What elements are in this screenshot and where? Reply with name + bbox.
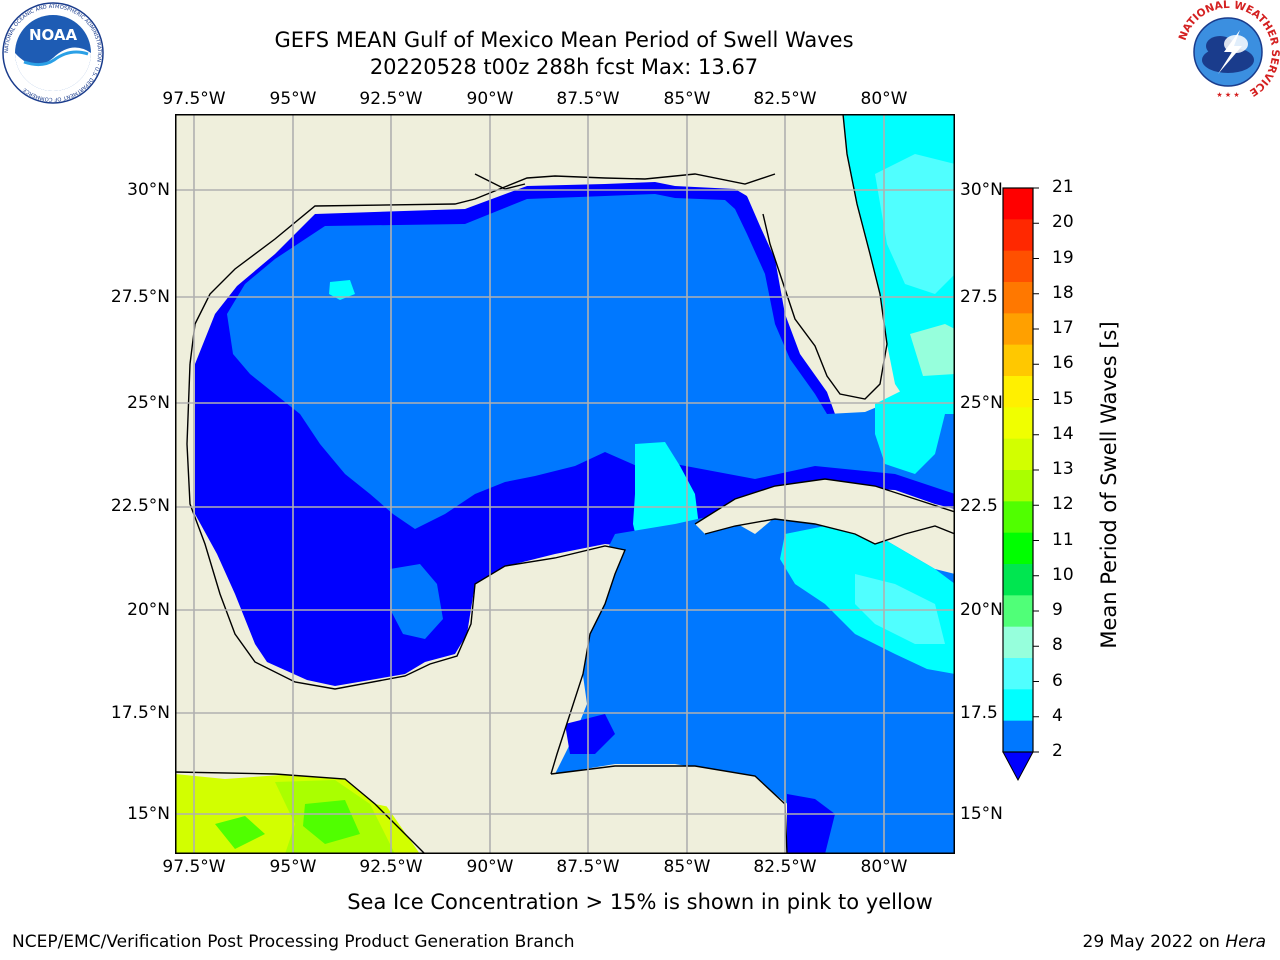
colorbar-tick-label: 18 (1052, 282, 1074, 303)
gulf-water-interior (227, 194, 955, 529)
lon-tick-top: 90°W (466, 89, 514, 109)
colorbar-segment (1003, 532, 1033, 565)
colorbar-tick-label: 21 (1052, 177, 1074, 197)
lon-tick-top: 87.5°W (556, 89, 620, 109)
colorbar-segment (1003, 564, 1033, 596)
colorbar-label: Mean Period of Swell Waves [s] (1097, 321, 1121, 649)
lon-tick-bottom: 90°W (466, 857, 514, 877)
lat-tick-right: 15°N (960, 804, 1003, 824)
colorbar-segment (1003, 470, 1033, 502)
lat-tick-left: 27.5°N (110, 287, 170, 307)
colorbar-segment (1003, 595, 1033, 628)
colorbar-segment (1003, 501, 1033, 534)
colorbar-tick-label: 8 (1052, 635, 1063, 656)
lat-tick-right: 27.5 (960, 287, 998, 307)
sea-ice-note: Sea Ice Concentration > 15% is shown in … (347, 890, 933, 914)
colorbar-tick-label: 11 (1052, 529, 1074, 550)
lon-tick-top: 97.5°W (162, 89, 226, 109)
colorbar-segment (1003, 219, 1033, 252)
footer-date-text: 29 May 2022 on (1082, 932, 1226, 952)
nws-logo: NATIONAL WEATHER SERVICE ★ ★ ★ (1177, 0, 1280, 102)
colorbar-tick-label: 20 (1052, 212, 1074, 233)
lon-tick-bottom: 80°W (860, 857, 908, 877)
map-title: GEFS MEAN Gulf of Mexico Mean Period of … (274, 28, 854, 52)
colorbar (1002, 187, 1039, 782)
colorbar-extend-arrow (1002, 751, 1034, 782)
colorbar-tick-label: 14 (1052, 423, 1074, 444)
footer-host: Hera (1225, 932, 1266, 952)
colorbar-segment (1003, 626, 1033, 659)
colorbar-segment (1003, 376, 1033, 408)
svg-text:★ ★ ★: ★ ★ ★ (1216, 91, 1239, 99)
colorbar-segment (1003, 188, 1033, 220)
lon-tick-top: 80°W (860, 89, 908, 109)
noaa-logo-text: NOAA (29, 26, 78, 44)
lon-tick-top: 82.5°W (753, 89, 817, 109)
colorbar-segment (1003, 344, 1033, 377)
colorbar-tick-label: 10 (1052, 564, 1074, 585)
colorbar-tick-label: 2 (1052, 741, 1063, 761)
lat-tick-left: 15°N (127, 804, 170, 824)
cuba (695, 479, 955, 544)
lat-tick-right: 25°N (960, 393, 1003, 413)
colorbar-segment (1003, 689, 1033, 722)
lat-tick-left: 25°N (127, 393, 170, 413)
lon-tick-bottom: 85°W (663, 857, 711, 877)
colorbar-tick-label: 19 (1052, 247, 1074, 268)
map-frame (175, 114, 955, 854)
lon-tick-bottom: 92.5°W (359, 857, 423, 877)
colorbar-segment (1003, 720, 1033, 753)
colorbar-segment (1003, 313, 1033, 346)
colorbar-label-wrap: Mean Period of Swell Waves [s] (1062, 321, 1132, 648)
colorbar-tick-label: 12 (1052, 494, 1074, 515)
colorbar-tick-label: 15 (1052, 388, 1074, 409)
us-gulf-coast (175, 114, 775, 374)
lat-tick-left: 30°N (127, 180, 170, 200)
colorbar-tick-label: 13 (1052, 459, 1074, 479)
central-america (395, 766, 787, 854)
lat-tick-right: 17.5 (960, 703, 998, 723)
footer-date: 29 May 2022 on Hera (1083, 932, 1267, 952)
lon-tick-bottom: 97.5°W (162, 857, 226, 877)
lat-tick-right: 20°N (960, 600, 1003, 620)
lon-tick-top: 92.5°W (359, 89, 423, 109)
colorbar-tick-label: 17 (1052, 318, 1074, 338)
lon-tick-bottom: 87.5°W (556, 857, 620, 877)
colorbar-tick-label: 6 (1052, 670, 1063, 691)
lat-tick-right: 22.5 (960, 496, 998, 516)
lat-tick-left: 17.5°N (110, 703, 170, 723)
colorbar-tick-label: 9 (1052, 600, 1063, 620)
colorbar-tick-label: 4 (1052, 705, 1063, 726)
colorbar-segment (1003, 658, 1033, 690)
lon-tick-bottom: 95°W (269, 857, 317, 877)
colorbar-segment (1003, 438, 1033, 471)
florida (745, 114, 887, 399)
colorbar-tick-label: 16 (1052, 353, 1074, 374)
colorbar-segment (1003, 282, 1033, 314)
lon-tick-top: 85°W (663, 89, 711, 109)
footer-credit: NCEP/EMC/Verification Post Processing Pr… (12, 932, 575, 952)
map-gridlines (175, 114, 955, 854)
colorbar-segment (1003, 407, 1033, 440)
lon-tick-top: 95°W (269, 89, 317, 109)
colorbar-segment (1003, 250, 1033, 283)
lon-tick-bottom: 82.5°W (753, 857, 817, 877)
lat-tick-right: 30°N (960, 180, 1003, 200)
map-subtitle: 20220528 t00z 288h fcst Max: 13.67 (369, 55, 759, 79)
mexico-coast (175, 364, 625, 814)
lat-tick-left: 22.5°N (110, 496, 170, 516)
lat-tick-left: 20°N (127, 600, 170, 620)
noaa-logo: NOAA NATIONAL OCEANIC AND ATMOSPHERIC AD… (2, 2, 104, 104)
